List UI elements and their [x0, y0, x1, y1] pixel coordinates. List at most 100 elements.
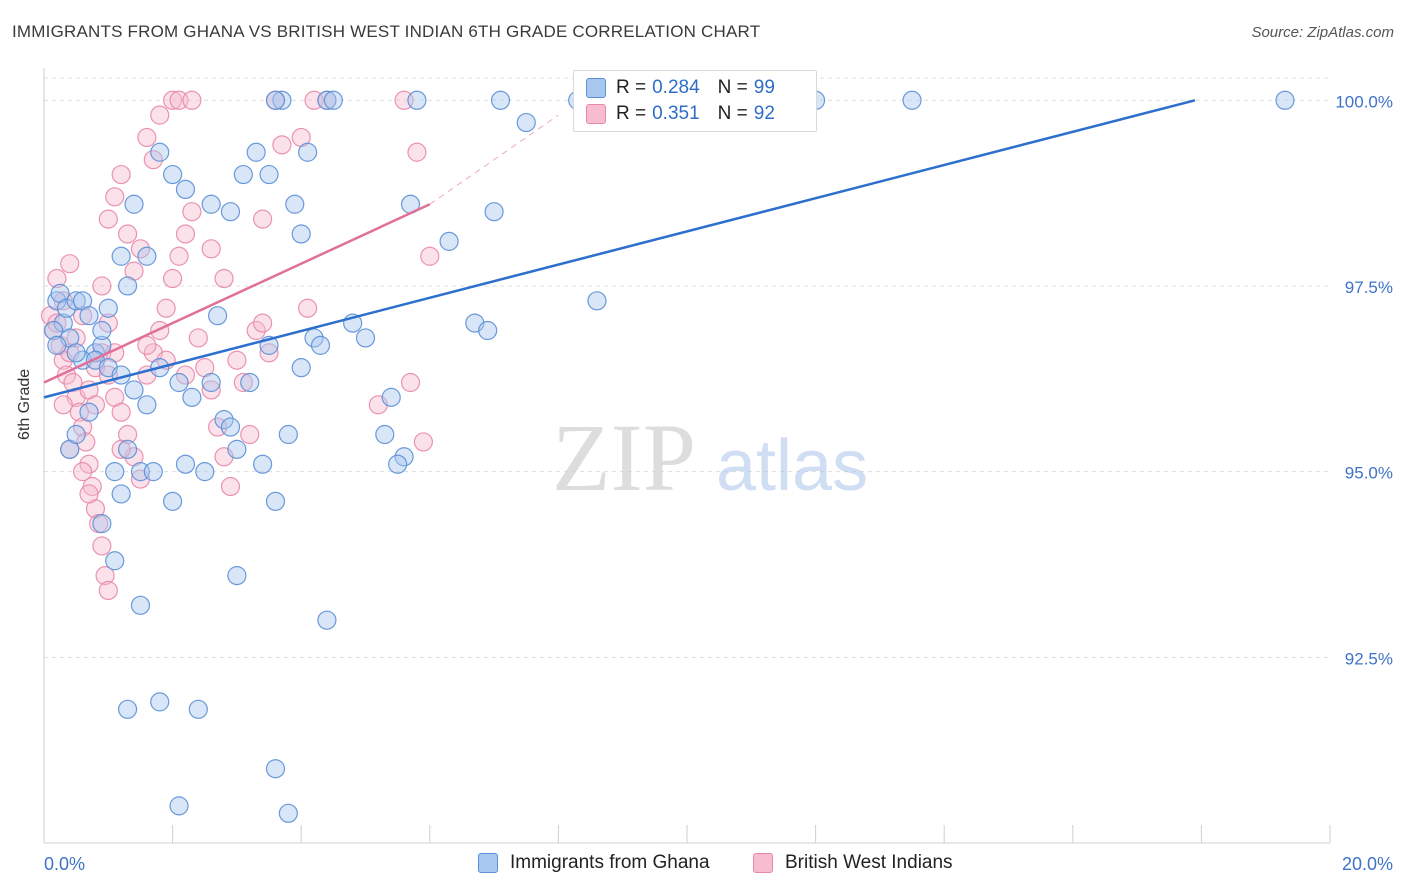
- ghana-point: [298, 142, 318, 162]
- bwi-point: [175, 224, 196, 244]
- bottom-legend-ghana: Immigrants from Ghana: [478, 852, 710, 874]
- bwi-point: [63, 372, 83, 393]
- ghana-point: [355, 328, 376, 348]
- bwi-point: [47, 268, 67, 289]
- ghana-point: [92, 514, 112, 534]
- ghana-point: [195, 462, 215, 482]
- bwi-point: [92, 276, 112, 296]
- ghana-point: [285, 194, 305, 214]
- bwi-point: [79, 484, 99, 504]
- ghana-point: [233, 164, 253, 185]
- ghana-point: [375, 424, 395, 445]
- ghana-point: [182, 387, 202, 407]
- chart-title: IMMIGRANTS FROM GHANA VS BRITISH WEST IN…: [12, 22, 761, 41]
- ghana-point: [175, 454, 196, 474]
- ghana-point: [44, 320, 64, 341]
- bwi-point: [111, 439, 131, 459]
- bwi-point: [188, 328, 208, 348]
- bwi-point: [413, 432, 433, 452]
- legend-r-value: 0.351: [652, 103, 700, 124]
- legend-row-ghana: R = 0.284 N = 99: [586, 75, 775, 101]
- ghana-point: [117, 699, 138, 719]
- ghana-point: [105, 551, 125, 571]
- bwi-point: [175, 365, 196, 385]
- bwi-point: [182, 202, 202, 222]
- bwi-point: [259, 343, 279, 363]
- bwi-point: [253, 313, 273, 333]
- bwi-trend-line: [43, 203, 431, 384]
- ghana-point: [111, 484, 131, 504]
- stats-legend: R = 0.284 N = 99 R = 0.351 N = 92: [573, 70, 817, 132]
- ghana-point: [79, 402, 99, 422]
- ghana-point: [394, 447, 414, 467]
- ghana-point: [169, 796, 189, 816]
- legend-r-label: R =: [616, 103, 647, 124]
- y-tick-label: 92.5%: [1345, 649, 1393, 668]
- ghana-point: [111, 246, 131, 266]
- ghana-point: [130, 595, 151, 615]
- bwi-point: [233, 372, 253, 393]
- ghana-point: [478, 320, 498, 341]
- bwi-point: [150, 105, 170, 125]
- bwi-point: [163, 90, 183, 110]
- ghana-point: [310, 335, 331, 355]
- bwi-point: [98, 580, 118, 601]
- source-credit: Source: ZipAtlas.com: [1251, 24, 1394, 41]
- ghana-point: [227, 566, 247, 586]
- ghana-point: [117, 276, 138, 296]
- ghana-point: [902, 90, 922, 110]
- legend-swatch-bwi: [586, 104, 606, 124]
- ghana-point: [201, 194, 221, 214]
- ghana-point: [124, 380, 144, 400]
- bwi-point: [150, 320, 170, 341]
- ghana-point: [124, 194, 144, 214]
- legend-n-value: 92: [753, 103, 775, 124]
- ghana-point: [516, 112, 536, 133]
- ghana-point: [98, 298, 118, 318]
- trend-lines: [43, 99, 1196, 399]
- bwi-point: [220, 476, 241, 497]
- ghana-point: [92, 320, 112, 341]
- ghana-point: [381, 387, 401, 407]
- bwi-point: [92, 536, 112, 556]
- ghana-point: [265, 759, 286, 779]
- bwi-point: [72, 462, 93, 482]
- bwi-point: [201, 380, 221, 400]
- ghana-point: [317, 90, 337, 110]
- bwi-point: [156, 298, 176, 318]
- ghana-point: [439, 231, 459, 251]
- ghana-point: [484, 202, 504, 222]
- bottom-legend-bwi: British West Indians: [753, 852, 953, 874]
- ghana-point: [47, 335, 67, 355]
- legend-r-label: R =: [616, 77, 647, 98]
- ghana-point: [143, 462, 163, 482]
- bwi-point: [182, 90, 202, 110]
- y-tick-label: 95.0%: [1345, 464, 1393, 483]
- bwi-point: [130, 239, 151, 259]
- ghana-point: [587, 291, 607, 311]
- bwi-point: [143, 150, 163, 170]
- bwi-point: [85, 395, 106, 415]
- ghana-point: [240, 372, 260, 393]
- bwi-point: [53, 395, 73, 415]
- bwi-point: [420, 246, 440, 266]
- bwi-point: [246, 320, 266, 341]
- ghana-point: [220, 417, 241, 437]
- y-tick-label: 97.5%: [1345, 278, 1393, 297]
- ghana-point: [220, 202, 241, 222]
- ghana-point: [66, 424, 86, 445]
- bwi-point: [400, 372, 421, 393]
- watermark: ZIP atlas: [552, 404, 868, 511]
- ghana-point: [265, 90, 286, 110]
- bwi-point: [95, 566, 115, 586]
- ghana-point: [291, 224, 311, 244]
- bwi-point: [98, 313, 118, 333]
- ghana-point: [105, 462, 125, 482]
- bwi-point: [227, 350, 247, 370]
- bottom-legend-label-bwi: British West Indians: [785, 852, 953, 873]
- ghana-point: [79, 306, 99, 326]
- axis-ticks: 92.5% 95.0% 97.5% 100.0% 0.0% 20.0%: [44, 92, 1393, 874]
- bottom-legend-label-ghana: Immigrants from Ghana: [510, 852, 710, 873]
- ghana-point: [188, 699, 208, 719]
